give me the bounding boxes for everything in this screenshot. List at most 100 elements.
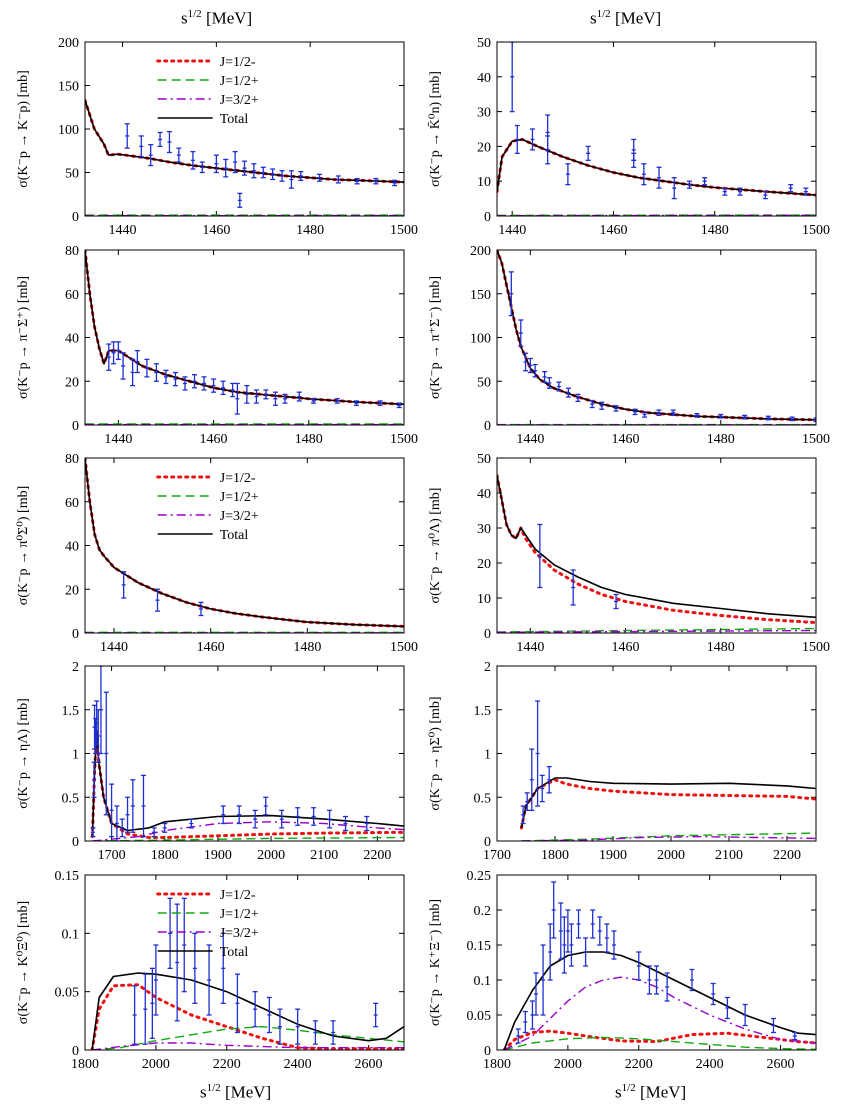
chart-kp_pimsigp: 1440 1460 1480 1500 0 20 40 60 80 σ(K⁻p → π⁻Σ⁺) [… <box>16 244 418 447</box>
series-line <box>92 821 404 841</box>
y-tick-label: 100 <box>470 332 491 347</box>
y-tick-label: 1 <box>72 748 79 763</box>
y-tick-label: 0.1 <box>474 974 492 989</box>
y-tick-label: 0 <box>484 210 491 225</box>
y-tick-label: 30 <box>477 106 491 121</box>
legend: J=1/2- J=1/2+ J=3/2+ Total <box>156 55 259 127</box>
chart-kp_k0xi0: 1800 2000 2200 2400 2600 0 0.05 0.1 0.15 σ(K⁻p → … <box>16 869 405 1072</box>
x-tick-label: 1440 <box>100 640 128 655</box>
series-line <box>521 832 816 841</box>
x-tick-label: 2400 <box>696 1057 724 1072</box>
chart-kp_kp: 1440 1460 1480 1500 0 50 100 150 200 σ(K⁻p → K⁻p)… <box>16 36 418 238</box>
x-tick-label: 2000 <box>554 1057 582 1072</box>
data-points-group <box>520 700 552 825</box>
y-tick-label: 1 <box>484 748 491 763</box>
x-tick-label: 1460 <box>599 223 627 238</box>
y-tick-label: 0 <box>72 210 79 225</box>
x-tick-label: 1460 <box>197 640 225 655</box>
x-tick-label: 1500 <box>802 223 830 238</box>
y-tick-label: 10 <box>477 592 491 607</box>
plot-frame <box>496 874 817 1051</box>
y-axis-label: σ(K⁻p → π⁺Σ⁻) [mb] <box>428 276 443 399</box>
top-right-xlabel-s: s <box>590 8 597 28</box>
top-right-xlabel-unit: [MeV] <box>614 8 662 28</box>
series-group <box>90 730 404 841</box>
top-right-xlabel-exp: 1/2 <box>596 8 611 20</box>
series-group <box>502 951 816 1050</box>
data-points-group <box>90 666 370 841</box>
x-tick-label: 2200 <box>363 848 391 863</box>
data-points-group <box>515 881 798 1044</box>
legend-label: J=1/2+ <box>220 490 259 505</box>
x-tick-label: 1700 <box>98 848 126 863</box>
y-tick-label: 200 <box>58 36 79 51</box>
legend-label: J=1/2- <box>220 888 256 903</box>
series-line <box>92 1042 404 1050</box>
y-tick-label: 20 <box>65 583 79 598</box>
plot-frame <box>84 665 405 842</box>
x-tick-label: 1800 <box>541 848 569 863</box>
x-tick-label: 2200 <box>773 848 801 863</box>
y-axis-label: σ(K⁻p → K⁺Ξ⁻) [mb] <box>428 899 443 1026</box>
plot-frame <box>84 41 405 217</box>
y-tick-label: 50 <box>65 167 79 182</box>
y-tick-label: 40 <box>477 71 491 86</box>
series-line <box>497 138 816 196</box>
y-tick-label: 0.15 <box>55 869 80 884</box>
series-line <box>497 137 816 197</box>
y-axis-label: σ(K⁻p → π⁰Σ⁰) [mb] <box>16 486 31 606</box>
x-tick-label: 2100 <box>310 848 338 863</box>
y-tick-label: 40 <box>65 540 79 555</box>
y-tick-label: 0 <box>484 627 491 642</box>
x-tick-label: 1480 <box>701 223 729 238</box>
plot-frame <box>496 665 817 842</box>
x-tick-label: 1800 <box>483 1057 511 1072</box>
series-line <box>521 835 816 841</box>
top-left-xlabel-unit: [MeV] <box>205 8 253 28</box>
data-points-group <box>537 523 619 610</box>
y-tick-label: 60 <box>65 496 79 511</box>
plot-frame <box>84 249 405 426</box>
y-tick-label: 150 <box>470 288 491 303</box>
x-tick-label: 2400 <box>284 1057 312 1072</box>
x-tick-label: 1460 <box>202 223 230 238</box>
bottom-right-xlabel: s1/2 [MeV] <box>615 1082 686 1103</box>
y-tick-label: 20 <box>65 375 79 390</box>
y-axis-label: σ(K⁻p → K⁰Ξ⁰) [mb] <box>16 901 31 1024</box>
series-line <box>497 475 816 619</box>
x-tick-label: 1460 <box>612 640 640 655</box>
y-tick-label: 0 <box>484 835 491 850</box>
legend-label: J=3/2+ <box>220 509 259 524</box>
series-group <box>85 250 404 425</box>
data-points-group <box>121 571 204 617</box>
series-line <box>91 730 404 837</box>
x-tick-label: 1500 <box>802 432 830 447</box>
series-line <box>497 250 816 422</box>
chart-kp_pi0sig0: 1440 1460 1480 1500 0 20 40 60 80 σ(K⁻p → π⁰Σ⁰) [… <box>16 452 418 655</box>
top-left-xlabel-s: s <box>181 8 188 28</box>
y-tick-label: 10 <box>477 175 491 190</box>
y-axis-label: σ(K⁻p → π⁰Λ) [mb] <box>428 488 443 604</box>
data-points-group <box>106 341 402 415</box>
legend-label: Total <box>220 945 249 960</box>
y-tick-label: 40 <box>65 332 79 347</box>
x-tick-label: 1500 <box>390 223 418 238</box>
x-tick-label: 2200 <box>213 1057 241 1072</box>
y-tick-label: 150 <box>58 80 79 95</box>
y-tick-label: 50 <box>477 452 491 467</box>
y-tick-label: 100 <box>58 123 79 138</box>
series-group <box>497 137 816 216</box>
x-tick-label: 1480 <box>707 640 735 655</box>
x-tick-label: 2000 <box>257 848 285 863</box>
series-line <box>85 458 404 628</box>
bottom-right-xlabel-s: s <box>615 1082 622 1102</box>
series-group <box>519 777 816 841</box>
x-tick-label: 1500 <box>390 640 418 655</box>
x-tick-label: 1440 <box>104 432 132 447</box>
x-tick-label: 1800 <box>151 848 179 863</box>
x-tick-label: 2100 <box>715 848 743 863</box>
y-tick-label: 1.5 <box>62 704 80 719</box>
x-tick-label: 1440 <box>516 640 544 655</box>
y-tick-label: 0 <box>72 627 79 642</box>
